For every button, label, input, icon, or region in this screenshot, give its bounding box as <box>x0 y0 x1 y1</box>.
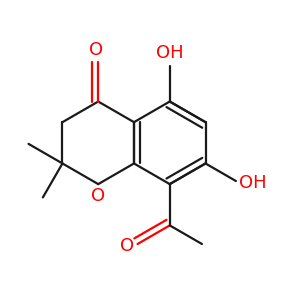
Text: O: O <box>120 237 134 255</box>
Text: O: O <box>91 187 105 205</box>
Text: O: O <box>89 41 103 59</box>
Text: OH: OH <box>239 174 267 192</box>
Text: OH: OH <box>156 44 184 62</box>
